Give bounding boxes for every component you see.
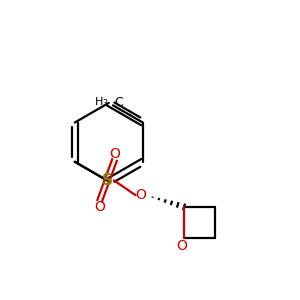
Text: H$_3$: H$_3$	[94, 95, 109, 109]
Text: C: C	[114, 96, 123, 109]
Text: O: O	[135, 188, 146, 202]
Text: O: O	[109, 147, 120, 161]
Text: O: O	[94, 200, 105, 214]
Text: S: S	[102, 173, 112, 188]
Text: O: O	[177, 239, 188, 253]
